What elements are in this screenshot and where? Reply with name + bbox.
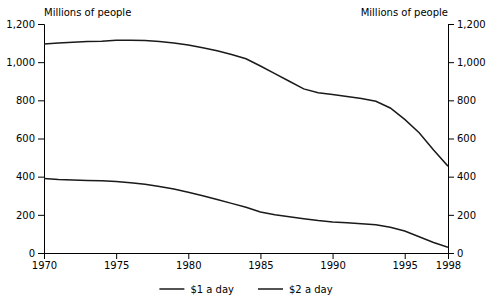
legend-item: $1 a day [159, 284, 234, 295]
tick-label: 1980 [176, 260, 201, 271]
tick-mark [38, 139, 44, 140]
y2-axis-label: Millions of people [361, 7, 448, 18]
legend-swatch [258, 288, 283, 290]
tick-label: 1,000 [457, 57, 486, 68]
tick-mark [448, 24, 454, 25]
chart-container: 1970197519801985199019951998020040060080… [0, 0, 492, 303]
tick-mark [448, 100, 454, 101]
tick: 1980 [176, 253, 201, 271]
x-axis: 1970 1975 1980 1985 1990 1995 1998 [32, 253, 461, 271]
tick-label: 1985 [248, 260, 273, 271]
tick-mark [448, 253, 454, 254]
tick: 0 [448, 248, 463, 259]
y-axis: 0 200 400 600 800 1,000 1,200 [6, 19, 44, 259]
tick-label: 400 [16, 171, 35, 182]
tick: 1975 [104, 253, 129, 271]
tick-mark [188, 253, 189, 259]
tick-label: 1998 [436, 260, 461, 271]
tick-label: 1995 [392, 260, 417, 271]
tick-label: 200 [16, 210, 35, 221]
legend: $1 a day $2 a day [159, 284, 332, 295]
tick-label: 800 [16, 95, 35, 106]
tick-mark [38, 100, 44, 101]
tick: 1,000 [6, 57, 44, 68]
x-axis-line [45, 254, 449, 260]
series-line [44, 40, 448, 166]
tick: 1995 [392, 253, 417, 271]
tick: 1,200 [448, 19, 486, 30]
tick-mark [260, 253, 261, 259]
tick: 1970 [32, 253, 57, 271]
tick: 800 [16, 95, 44, 106]
tick-mark [38, 215, 44, 216]
tick-label: 0 [29, 248, 35, 259]
tick: 1985 [248, 253, 273, 271]
tick-label: 1975 [104, 260, 129, 271]
tick-label: 600 [16, 133, 35, 144]
tick: 800 [448, 95, 476, 106]
y-axis-label: Millions of people [44, 7, 131, 18]
tick-label: 1,200 [457, 19, 486, 30]
legend-label: $1 a day [190, 284, 234, 295]
plot-area: 1970197519801985199019951998020040060080… [6, 19, 485, 271]
tick: 600 [448, 133, 476, 144]
tick-label: 0 [457, 248, 463, 259]
tick-mark [448, 215, 454, 216]
tick: 1,000 [448, 57, 486, 68]
chart: 1970197519801985199019951998020040060080… [0, 0, 492, 303]
tick-label: 1,000 [6, 57, 35, 68]
tick: 1,200 [6, 19, 44, 30]
tick-mark [38, 24, 44, 25]
tick-mark [38, 62, 44, 63]
tick: 200 [16, 210, 44, 221]
legend-swatch [159, 288, 184, 290]
tick: 600 [16, 133, 44, 144]
tick-mark [116, 253, 117, 259]
tick-mark [333, 253, 334, 259]
lines [44, 40, 448, 247]
tick-mark [448, 139, 454, 140]
y2-axis: 0 200 400 600 800 1,000 1,200 [448, 19, 486, 259]
tick: 200 [448, 210, 476, 221]
tick: 0 [29, 248, 44, 259]
tick-mark [448, 62, 454, 63]
tick-label: 1,200 [6, 19, 35, 30]
tick: 1990 [320, 253, 345, 271]
tick: 400 [448, 171, 476, 182]
y-axis-line [38, 25, 45, 254]
tick-label: 1990 [320, 260, 345, 271]
legend-item: $2 a day [258, 284, 333, 295]
tick-mark [405, 253, 406, 259]
tick-label: 400 [457, 171, 476, 182]
tick-mark [38, 253, 44, 254]
legend-label: $2 a day [289, 284, 333, 295]
tick-mark [38, 177, 44, 178]
tick-label: 1970 [32, 260, 57, 271]
tick-label: 600 [457, 133, 476, 144]
tick-label: 200 [457, 210, 476, 221]
y2-axis-line [449, 25, 455, 254]
tick: 400 [16, 171, 44, 182]
tick-label: 800 [457, 95, 476, 106]
series-line [44, 179, 448, 248]
tick-mark [448, 177, 454, 178]
